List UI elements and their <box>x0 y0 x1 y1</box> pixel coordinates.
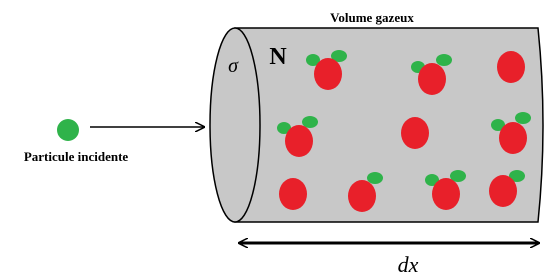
length-label: dx <box>398 252 419 277</box>
incident-particle <box>57 119 79 141</box>
diagram: Volume gazeux N σ Particule incidente dx <box>0 0 547 277</box>
count-label: N <box>269 44 287 70</box>
incident-label: Particule incidente <box>24 149 129 164</box>
cross-section-label: σ <box>228 55 239 77</box>
volume-label: Volume gazeux <box>330 10 414 25</box>
